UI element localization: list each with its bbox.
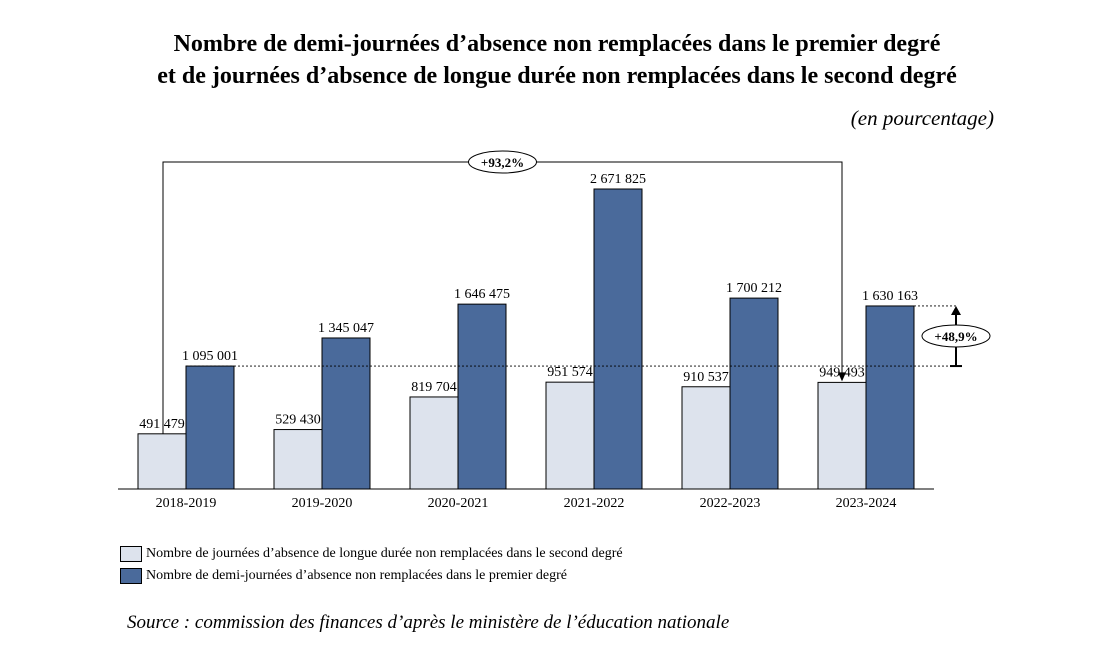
data-label-premier-degre-2018-2019: 1 095 001: [182, 349, 238, 364]
bar-premier-degre-2019-2020: [321, 337, 371, 490]
bar-premier-degre-2021-2022: [593, 188, 643, 490]
legend-item-premier-degre: Nombre de demi-journées d’absence non re…: [120, 565, 623, 587]
data-label-second-degre-2022-2023: 910 537: [683, 370, 729, 385]
source-note: Source : commission des finances d’après…: [127, 612, 730, 633]
ratio-badge-ellipse: [921, 324, 991, 348]
bar-premier-degre-2020-2021: [457, 303, 507, 490]
legend-label-premier-degre: Nombre de demi-journées d’absence non re…: [146, 568, 567, 583]
title-line-2: et de journées d’absence de longue durée…: [157, 63, 957, 89]
legend: Nombre de journées d’absence de longue d…: [120, 543, 623, 587]
growth-bracket-arrowhead: [838, 372, 846, 382]
data-label-premier-degre-2019-2020: 1 345 047: [318, 321, 374, 336]
bar-second-degre-2023-2024: [817, 381, 867, 490]
legend-label-second-degre: Nombre de journées d’absence de longue d…: [146, 546, 623, 561]
bar-second-degre-2021-2022: [545, 381, 595, 490]
x-tick-label-2023-2024: 2023-2024: [836, 496, 897, 511]
data-label-premier-degre-2023-2024: 1 630 163: [862, 289, 918, 304]
bar-chart: 491 479 1 095 001 2018-2019 529 430 1 345 04…: [118, 150, 991, 511]
ratio-arrowhead: [951, 305, 961, 315]
x-tick-label-2021-2022: 2021-2022: [564, 496, 625, 511]
bar-second-degre-2019-2020: [273, 429, 323, 490]
bar-second-degre-2018-2019: [137, 433, 187, 490]
data-label-premier-degre-2022-2023: 1 700 212: [726, 281, 782, 296]
chart-subtitle: (en pourcentage): [850, 106, 994, 130]
data-label-premier-degre-2020-2021: 1 646 475: [454, 287, 510, 302]
data-label-second-degre-2020-2021: 819 704: [411, 380, 457, 395]
data-label-second-degre-2018-2019: 491 479: [139, 417, 185, 432]
legend-swatch-second-degre: [120, 546, 142, 562]
data-label-second-degre-2019-2020: 529 430: [275, 413, 321, 428]
chart-title: Nombre de demi-journées d’absence non re…: [0, 28, 1114, 92]
bar-premier-degre-2023-2024: [865, 305, 915, 490]
growth-badge-label: +93,2%: [481, 155, 524, 170]
x-tick-label-2020-2021: 2020-2021: [428, 496, 489, 511]
growth-badge-ellipse: [468, 150, 537, 174]
bar-second-degre-2022-2023: [681, 386, 731, 490]
legend-swatch-premier-degre: [120, 568, 142, 584]
bar-premier-degre-2022-2023: [729, 297, 779, 490]
title-line-1: Nombre de demi-journées d’absence non re…: [173, 31, 941, 57]
legend-item-second-degre: Nombre de journées d’absence de longue d…: [120, 543, 623, 565]
ratio-badge-label: +48,9%: [934, 329, 977, 344]
bar-second-degre-2020-2021: [409, 396, 459, 490]
x-tick-label-2019-2020: 2019-2020: [292, 496, 353, 511]
x-tick-label-2022-2023: 2022-2023: [700, 496, 761, 511]
bar-premier-degre-2018-2019: [185, 365, 235, 490]
data-label-second-degre-2021-2022: 951 574: [547, 365, 593, 380]
data-label-premier-degre-2021-2022: 2 671 825: [590, 172, 646, 187]
x-tick-label-2018-2019: 2018-2019: [156, 496, 217, 511]
